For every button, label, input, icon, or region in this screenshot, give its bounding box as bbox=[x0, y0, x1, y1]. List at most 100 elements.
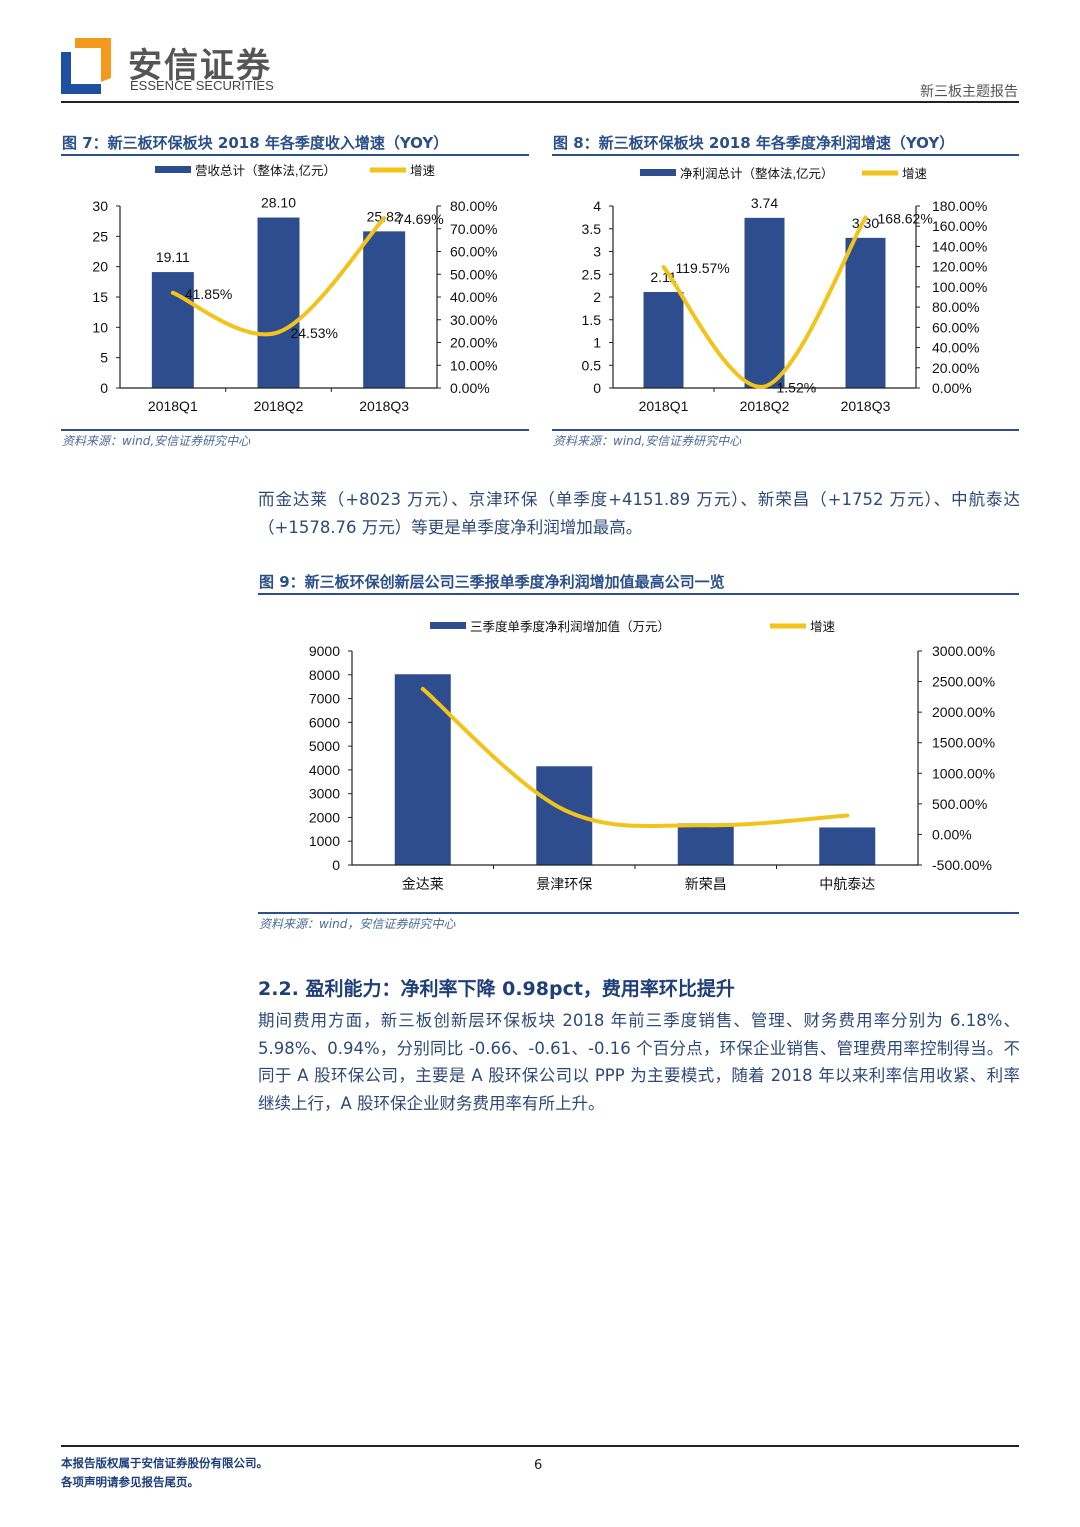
c1-right-tick-label-2: 40.00% bbox=[932, 340, 979, 356]
c1-right-tick-label-1: 20.00% bbox=[932, 360, 979, 376]
c0-left-tick-label-6: 30 bbox=[92, 198, 108, 214]
c2-legend-bar-label: 三季度单季度净利润增加值（万元） bbox=[470, 619, 670, 634]
fig9-source-rule bbox=[258, 912, 1019, 914]
fig8-source-rule bbox=[552, 429, 1019, 431]
c2-left-tick-label-6: 6000 bbox=[309, 714, 340, 730]
c2-legend-line-swatch bbox=[770, 623, 806, 629]
c2-left-tick-label-2: 2000 bbox=[309, 809, 340, 825]
c0-bar-2 bbox=[363, 231, 406, 388]
c1-left-tick-label-3: 1.5 bbox=[582, 312, 602, 328]
footer-divider bbox=[61, 1445, 1019, 1447]
c1-left-tick-label-4: 2 bbox=[593, 289, 601, 305]
c2-right-tick-label-7: 3000.00% bbox=[932, 643, 995, 659]
c0-right-tick-label-0: 0.00% bbox=[450, 380, 490, 396]
c0-right-tick-label-5: 50.00% bbox=[450, 266, 497, 282]
c2-right-tick-label-2: 500.00% bbox=[932, 796, 987, 812]
footer-disclaimer: 各项声明请参见报告尾页。 bbox=[61, 1475, 199, 1489]
c0-line-label-2: 74.69% bbox=[396, 211, 443, 227]
c0-right-tick-label-7: 70.00% bbox=[450, 221, 497, 237]
c1-right-tick-label-4: 80.00% bbox=[932, 299, 979, 315]
c0-bar-label-0: 19.11 bbox=[156, 249, 190, 265]
c2-bar-2 bbox=[677, 823, 734, 865]
c1-right-tick-label-3: 60.00% bbox=[932, 319, 979, 335]
c0-x-label-0: 2018Q1 bbox=[148, 398, 198, 414]
c2-left-tick-label-7: 7000 bbox=[309, 691, 340, 707]
logo-text-cn: 安信证券 bbox=[128, 46, 272, 86]
section-heading: 2.2. 盈利能力：净利率下降 0.98pct，费用率环比提升 bbox=[258, 978, 735, 1000]
c2-left-tick-label-4: 4000 bbox=[309, 762, 340, 778]
c1-bar-label-1: 3.74 bbox=[751, 195, 778, 211]
c1-x-label-1: 2018Q2 bbox=[740, 398, 790, 414]
c1-legend-bar-swatch bbox=[640, 169, 676, 176]
c0-left-tick-label-2: 10 bbox=[92, 319, 108, 335]
header-divider bbox=[61, 101, 1019, 103]
fig7-source: 资料来源：wind,安信证券研究中心 bbox=[62, 434, 251, 448]
c2-x-label-0: 金达莱 bbox=[402, 876, 444, 892]
c2-growth-line bbox=[420, 686, 850, 829]
c1-legend-line-swatch bbox=[862, 170, 898, 176]
c1-left-tick-label-6: 3 bbox=[593, 244, 601, 260]
c2-x-label-1: 景津环保 bbox=[536, 876, 592, 892]
paragraph-top-gainers: 而金达莱（+8023 万元）、京津环保（单季度+4151.89 万元）、新荣昌（… bbox=[258, 490, 1020, 537]
c1-legend-line-label: 增速 bbox=[902, 166, 928, 181]
c2-left-tick-label-0: 0 bbox=[332, 857, 340, 873]
c2-right-tick-label-6: 2500.00% bbox=[932, 674, 995, 690]
c2-left-tick-label-3: 3000 bbox=[309, 786, 340, 802]
c0-line-label-1: 24.53% bbox=[291, 325, 338, 341]
c0-left-tick-label-4: 20 bbox=[92, 259, 108, 275]
footer-copyright: 本报告版权属于安信证券股份有限公司。 bbox=[61, 1456, 268, 1470]
c0-left-tick-label-3: 15 bbox=[92, 289, 108, 305]
c1-left-tick-label-8: 4 bbox=[593, 198, 601, 214]
paragraph-expense-ratio: 期间费用方面，新三板创新层环保板块 2018 年前三季度销售、管理、财务费用率分… bbox=[258, 1011, 1020, 1113]
fig9-title-rule bbox=[258, 593, 1019, 595]
c1-x-label-2: 2018Q3 bbox=[841, 398, 891, 414]
c0-legend-bar-label: 营收总计（整体法,亿元） bbox=[195, 163, 336, 178]
fig8-title-rule bbox=[552, 154, 1019, 156]
c2-x-label-2: 新荣昌 bbox=[685, 876, 727, 892]
c2-legend-line-label: 增速 bbox=[810, 619, 836, 634]
c2-right-tick-label-4: 1500.00% bbox=[932, 735, 995, 751]
c2-legend-bar-swatch bbox=[430, 622, 466, 629]
c0-right-tick-label-2: 20.00% bbox=[450, 335, 497, 351]
c0-bar-label-1: 28.10 bbox=[261, 195, 296, 211]
c2-bar-0 bbox=[394, 674, 451, 865]
c2-left-tick-label-1: 1000 bbox=[309, 833, 340, 849]
c0-x-label-2: 2018Q3 bbox=[359, 398, 409, 414]
c1-line-label-0: 119.57% bbox=[676, 260, 730, 276]
c2-right-tick-label-0: -500.00% bbox=[932, 857, 992, 873]
fig8-title: 图 8：新三板环保板块 2018 年各季度净利润增速（YOY） bbox=[553, 134, 955, 152]
c1-bar-1 bbox=[744, 217, 785, 388]
logo-text-en: ESSENCE SECURITIES bbox=[130, 78, 274, 93]
fig7-source-rule bbox=[61, 429, 529, 431]
fig9-title: 图 9：新三板环保创新层公司三季报单季度净利润增加值最高公司一览 bbox=[259, 573, 725, 591]
c1-x-label-0: 2018Q1 bbox=[639, 398, 689, 414]
c1-left-tick-label-5: 2.5 bbox=[582, 266, 602, 282]
c2-left-tick-label-5: 5000 bbox=[309, 738, 340, 754]
c0-right-tick-label-8: 80.00% bbox=[450, 198, 497, 214]
c1-right-tick-label-8: 160.00% bbox=[932, 218, 987, 234]
c1-right-tick-label-0: 0.00% bbox=[932, 380, 972, 396]
c0-legend-line-label: 增速 bbox=[410, 163, 436, 178]
c1-growth-line bbox=[661, 215, 868, 389]
fig7-title: 图 7：新三板环保板块 2018 年各季度收入增速（YOY） bbox=[62, 134, 449, 152]
c1-bar-2 bbox=[845, 237, 886, 388]
c1-line-label-2: 168.62% bbox=[878, 211, 933, 227]
c2-x-label-3: 中航泰达 bbox=[819, 876, 875, 892]
c0-line-label-0: 41.85% bbox=[185, 286, 232, 302]
fig7-title-rule bbox=[61, 154, 529, 156]
c1-right-tick-label-6: 120.00% bbox=[932, 259, 987, 275]
c1-left-tick-label-1: 0.5 bbox=[582, 357, 602, 373]
c0-bar-1 bbox=[257, 217, 300, 388]
c1-left-tick-label-0: 0 bbox=[593, 380, 601, 396]
c2-right-tick-label-1: 0.00% bbox=[932, 826, 972, 842]
c2-left-tick-label-8: 8000 bbox=[309, 667, 340, 683]
fig9-source: 资料来源：wind，安信证券研究中心 bbox=[259, 917, 456, 931]
c1-bar-0 bbox=[643, 291, 684, 388]
c0-legend-line-swatch bbox=[370, 167, 406, 173]
c2-right-tick-label-3: 1000.00% bbox=[932, 765, 995, 781]
c1-right-tick-label-9: 180.00% bbox=[932, 198, 987, 214]
fig8-source: 资料来源：wind,安信证券研究中心 bbox=[553, 434, 742, 448]
c1-left-tick-label-7: 3.5 bbox=[582, 221, 602, 237]
c0-right-tick-label-4: 40.00% bbox=[450, 289, 497, 305]
